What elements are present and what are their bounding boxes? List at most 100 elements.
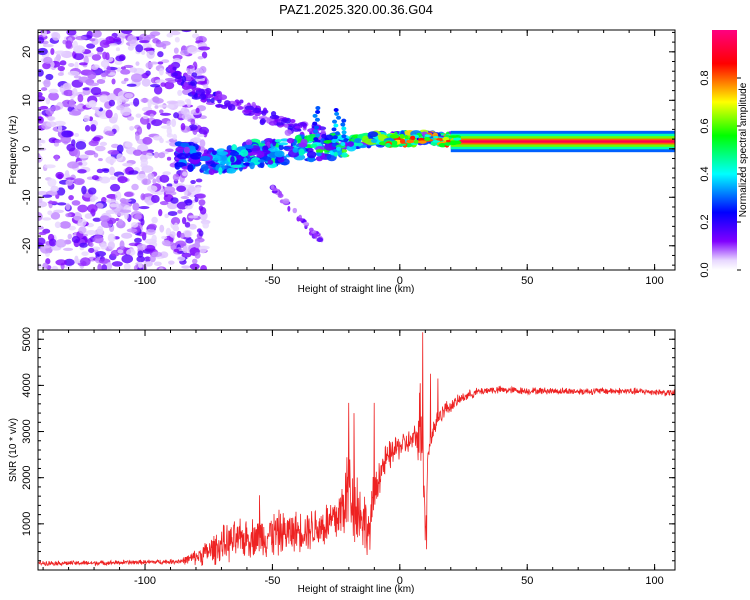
transition-blob — [410, 135, 416, 141]
spectral-noise-blob — [182, 245, 188, 254]
spectral-noise-blob — [127, 45, 135, 51]
upper-branch-blob — [191, 87, 202, 91]
spectral-noise-blob — [77, 169, 87, 174]
spectral-noise-blob — [181, 30, 192, 33]
main-trace-blob — [187, 164, 194, 173]
spectral-noise-blob — [105, 199, 117, 203]
spectral-noise-blob — [111, 78, 116, 85]
spectral-noise-blob — [107, 233, 116, 243]
spectral-noise-blob — [161, 235, 168, 240]
spectral-noise-blob — [88, 247, 95, 253]
spectral-noise-blob — [38, 231, 47, 236]
spectral-noise-blob — [151, 119, 163, 127]
upper-branch-blob — [261, 111, 267, 116]
spectral-noise-blob — [143, 47, 155, 52]
spectral-noise-blob — [158, 68, 164, 76]
spectral-noise-blob — [185, 238, 194, 244]
upper-branch-blob — [203, 93, 214, 99]
upper-branch-blob — [320, 129, 326, 136]
spectral-noise-blob — [43, 79, 51, 88]
spectral-noise-blob — [65, 203, 71, 211]
spectral-noise-blob — [96, 79, 106, 84]
spectral-noise-blob — [73, 52, 85, 61]
spectral-noise-blob — [197, 56, 204, 60]
spectral-noise-blob — [129, 67, 138, 73]
spectral-noise-blob — [188, 124, 198, 131]
spectral-noise-blob — [166, 156, 172, 161]
spectral-noise-blob — [145, 228, 156, 236]
trace-streak-blob — [315, 106, 321, 111]
spectral-noise-blob — [131, 221, 139, 228]
spectral-noise-blob — [47, 116, 56, 121]
spectral-noise-blob — [89, 100, 97, 108]
spectral-noise-blob — [194, 68, 204, 76]
spectral-noise-blob — [63, 89, 74, 97]
colorbar-gradient — [712, 30, 737, 270]
transition-blob — [452, 137, 462, 141]
main-trace-blob — [175, 146, 186, 154]
spectral-noise-blob — [194, 252, 201, 259]
spectral-noise-blob — [77, 218, 87, 227]
main-trace-blob — [367, 131, 379, 138]
spectral-noise-blob — [107, 241, 115, 250]
spectral-noise-blob — [141, 78, 151, 87]
spectral-noise-blob — [87, 71, 97, 80]
spectral-noise-blob — [48, 238, 57, 247]
spectral-noise-blob — [134, 213, 142, 220]
spectral-noise-blob — [195, 178, 203, 183]
spectral-noise-blob — [123, 64, 134, 69]
spectral-noise-blob — [119, 198, 127, 204]
spectral-noise-blob — [120, 69, 131, 75]
spectral-noise-blob — [181, 171, 188, 177]
main-trace-blob — [347, 141, 355, 147]
spectral-noise-blob — [89, 38, 96, 42]
spectral-noise-blob — [166, 183, 173, 187]
transition-blob — [399, 138, 406, 144]
spec-xtick-label: 50 — [521, 275, 533, 287]
spectral-noise-blob — [96, 225, 104, 235]
spectral-noise-blob — [42, 62, 51, 70]
spectral-noise-blob — [65, 213, 72, 218]
upper-branch-blob — [283, 118, 290, 122]
spec-xtick-label: -100 — [134, 275, 156, 287]
main-trace-blob — [257, 159, 265, 163]
spec-ytick-label: 10 — [21, 94, 33, 106]
spectral-noise-blob — [50, 212, 61, 220]
trace-streak-blob — [340, 122, 346, 127]
spectral-noise-blob — [177, 209, 183, 214]
spectral-noise-blob — [129, 125, 135, 131]
spectral-noise-blob — [166, 126, 172, 136]
spectral-noise-blob — [57, 125, 63, 133]
spectral-noise-blob — [196, 133, 205, 138]
spectral-noise-blob — [92, 136, 101, 142]
spectral-noise-blob — [199, 139, 206, 148]
trace-streak-blob — [333, 123, 339, 128]
lower-branch-blob — [282, 198, 290, 204]
spectral-noise-blob — [184, 221, 191, 228]
spectral-noise-blob — [181, 265, 191, 269]
transition-blob — [442, 136, 450, 141]
spec-ytick-label: 0 — [21, 146, 33, 152]
spectral-noise-blob — [160, 125, 172, 129]
spectral-noise-blob — [146, 50, 155, 59]
spectral-noise-blob — [75, 140, 87, 150]
spectral-noise-blob — [124, 141, 133, 148]
spectral-noise-blob — [65, 179, 73, 186]
main-trace-blob — [211, 150, 217, 156]
trace-streak-blob — [341, 126, 347, 131]
spectral-noise-blob — [99, 94, 109, 103]
spectral-noise-blob — [138, 261, 143, 269]
snr-plot-area — [38, 332, 675, 567]
spectral-noise-blob — [38, 138, 44, 144]
spectral-noise-blob — [101, 264, 108, 270]
spectral-noise-blob — [153, 261, 162, 267]
trace-streak-blob — [314, 117, 320, 122]
transition-blob — [399, 143, 407, 146]
main-trace-blob — [274, 150, 285, 158]
spectral-noise-blob — [98, 157, 103, 162]
lower-branch-blob — [271, 187, 278, 192]
spectral-noise-blob — [149, 83, 161, 88]
spec-ytick-label: -10 — [21, 189, 33, 205]
spectral-noise-blob — [81, 251, 89, 257]
spectral-noise-blob — [180, 123, 186, 131]
